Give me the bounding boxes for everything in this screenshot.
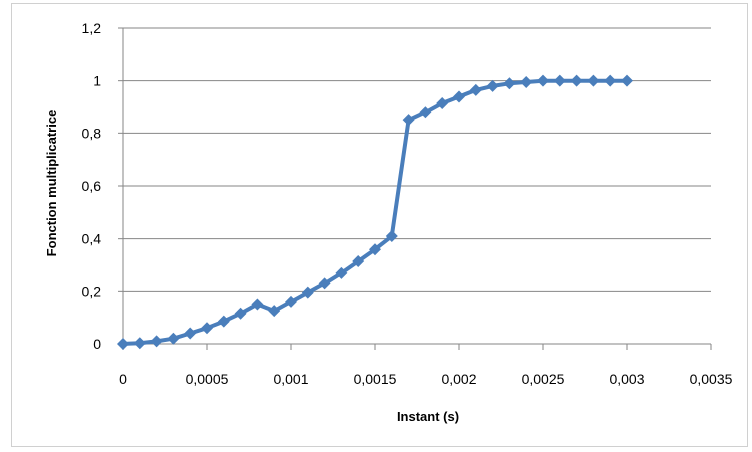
data-point — [234, 307, 247, 320]
data-point — [117, 338, 129, 350]
x-tick-label: 0,0005 — [186, 371, 229, 387]
series-line — [122, 78, 627, 346]
x-tick-label: 0,0015 — [354, 371, 397, 387]
y-tick-label: 0,2 — [82, 283, 102, 299]
data-point — [150, 335, 163, 348]
data-point — [503, 77, 516, 90]
y-tick-label: 1 — [93, 73, 101, 89]
data-point — [419, 106, 432, 119]
data-point — [201, 322, 213, 335]
x-tick-labels: 0 0,0005 0,001 0,0015 0,002 0,0025 0,003 0,0035 — [119, 371, 733, 387]
data-point — [537, 74, 549, 87]
x-tick-label: 0,001 — [273, 371, 308, 387]
x-tick-label: 0,0035 — [690, 371, 733, 387]
data-point — [268, 305, 281, 318]
y-tick-label: 0,6 — [82, 178, 102, 194]
data-point — [402, 114, 415, 127]
y-tick-labels: 0 0,2 0,4 0,6 0,8 1 1,2 — [82, 20, 102, 352]
data-point — [621, 74, 633, 87]
data-point — [184, 327, 197, 340]
x-tick-label: 0,003 — [609, 371, 644, 387]
data-point — [604, 74, 617, 87]
data-point — [520, 75, 533, 88]
data-point — [453, 90, 465, 103]
x-tick-label: 0,002 — [441, 371, 476, 387]
data-point — [369, 243, 381, 256]
y-tick-label: 0 — [93, 336, 101, 352]
data-point — [217, 315, 230, 328]
data-point — [335, 266, 348, 279]
data-point — [469, 83, 482, 96]
y-tick-label: 1,2 — [82, 20, 102, 36]
data-point — [301, 286, 314, 299]
data-point — [436, 97, 449, 110]
series — [117, 74, 633, 350]
data-point — [486, 79, 499, 92]
y-tick-label: 0,4 — [82, 231, 102, 247]
data-point — [133, 337, 146, 350]
data-point — [251, 298, 264, 311]
x-tick-label: 0,0025 — [522, 371, 565, 387]
data-point — [385, 230, 398, 243]
data-point — [553, 74, 566, 87]
gridlines — [123, 27, 711, 292]
x-tick-label: 0 — [119, 371, 127, 387]
data-point — [285, 295, 297, 308]
axes — [118, 27, 712, 350]
y-tick-label: 0,8 — [82, 125, 102, 141]
data-point — [587, 74, 600, 87]
x-axis-title: Instant (s) — [397, 409, 459, 424]
data-point — [570, 74, 583, 87]
data-point — [167, 332, 180, 345]
y-axis-title: Fonction multiplicatrice — [44, 110, 59, 257]
data-point — [318, 277, 331, 290]
data-point — [352, 255, 365, 268]
